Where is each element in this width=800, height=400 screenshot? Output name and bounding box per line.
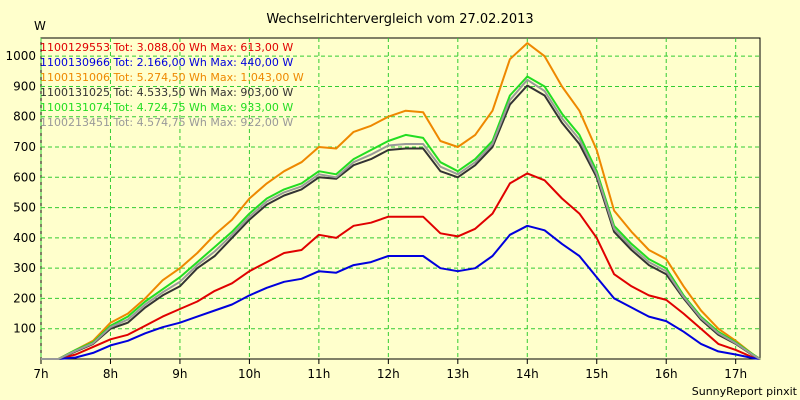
y-tick-label: 300 (13, 261, 36, 275)
y-axis: 100 200 300 400 500 600 700 800 900 1000 (5, 49, 36, 336)
y-tick-label: 1000 (5, 49, 36, 63)
series-line-4 (41, 75, 761, 360)
x-tick-label: 14h (516, 367, 539, 381)
x-tick-label: 8h (103, 367, 118, 381)
y-tick-label: 400 (13, 231, 36, 245)
legend-entry: 1100130966 Tot: 2.166,00 Wh Max: 440,00 … (40, 56, 293, 69)
x-tick-label: 9h (172, 367, 187, 381)
x-tick-label: 17h (724, 367, 747, 381)
legend-entry: 1100131074 Tot: 4.724,75 Wh Max: 933,00 … (40, 101, 293, 114)
series-line-1 (41, 224, 761, 360)
y-tick-label: 200 (13, 291, 36, 305)
x-tick-label: 7h (33, 367, 48, 381)
series-line-5 (41, 78, 761, 360)
y-tick-label: 800 (13, 110, 36, 124)
chart-title: Wechselrichtervergleich vom 27.02.2013 (266, 12, 533, 27)
x-axis: 7h 8h 9h 10h 11h 12h 13h 14h 15h 16h 17h (33, 359, 747, 381)
legend: 1100129553 Tot: 3.088,00 Wh Max: 613,00 … (40, 41, 304, 129)
y-axis-label: W (34, 19, 46, 33)
x-tick-label: 11h (307, 367, 330, 381)
plot-area (40, 37, 761, 360)
x-tick-label: 12h (377, 367, 400, 381)
y-tick-label: 900 (13, 79, 36, 93)
legend-entry: 1100129553 Tot: 3.088,00 Wh Max: 613,00 … (40, 41, 293, 54)
x-tick-label: 16h (655, 367, 678, 381)
legend-entry: 1100131025 Tot: 4.533,50 Wh Max: 903,00 … (40, 86, 293, 99)
y-tick-label: 600 (13, 170, 36, 184)
y-tick-label: 700 (13, 140, 36, 154)
x-tick-label: 10h (238, 367, 261, 381)
legend-entry: 1100213451 Tot: 4.574,75 Wh Max: 922,00 … (40, 116, 293, 129)
series-line-2 (41, 42, 761, 360)
x-tick-label: 13h (446, 367, 469, 381)
y-tick-label: 100 (13, 322, 36, 336)
credit-text: SunnyReport pinxit (692, 385, 798, 398)
series-line-3 (41, 84, 761, 360)
series-lines (41, 42, 761, 360)
y-tick-label: 500 (13, 201, 36, 215)
x-tick-label: 15h (585, 367, 608, 381)
legend-entry: 1100131006 Tot: 5.274,50 Wh Max: 1.043,0… (40, 71, 304, 84)
series-line-0 (41, 172, 761, 360)
